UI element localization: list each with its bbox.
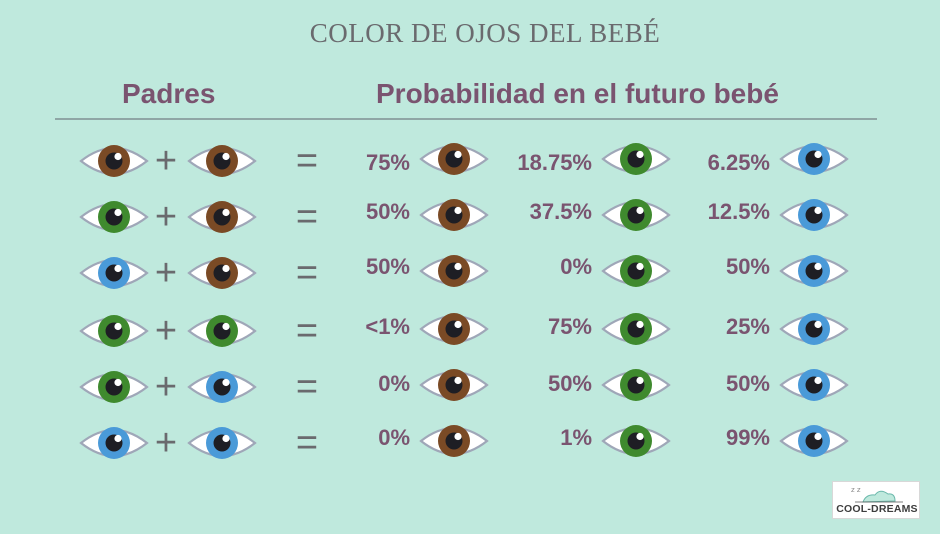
green-probability: 0% [560, 254, 592, 279]
logo-text: COOL-DREAMS [836, 503, 918, 515]
svg-text:z z: z z [851, 486, 861, 494]
green-probability: 1% [560, 425, 592, 450]
table-row: + = 0% 50% 50% [0, 365, 940, 421]
equals-sign: = [295, 366, 319, 408]
header-divider [55, 118, 877, 120]
equals-sign: = [295, 196, 319, 238]
brown-probability: 0% [378, 371, 410, 396]
green-probability: 18.75% [517, 150, 592, 175]
table-row: + = 0% 1% 99% [0, 421, 940, 477]
brown-eye-icon [418, 363, 490, 407]
blue-eye-icon [778, 419, 850, 463]
blue-probability: 12.5% [707, 199, 770, 224]
brown-probability: 75% [365, 150, 410, 175]
green-probability: 37.5% [529, 199, 592, 224]
plus-sign: + [154, 196, 178, 238]
brown-eye-icon [418, 137, 490, 181]
equals-sign: = [295, 422, 319, 464]
plus-sign: + [154, 140, 178, 182]
blue-eye-icon [778, 363, 850, 407]
brown-probability: 0% [378, 425, 410, 450]
equals-sign: = [295, 310, 319, 352]
blue-probability: 50% [725, 254, 770, 279]
brown-eye-icon [418, 249, 490, 293]
green-eye-icon [78, 365, 150, 409]
green-probability: 75% [547, 314, 592, 339]
brown-eye-icon [78, 139, 150, 183]
blue-eye-icon [186, 365, 258, 409]
equals-sign: = [295, 252, 319, 294]
blue-eye-icon [778, 193, 850, 237]
green-eye-icon [78, 309, 150, 353]
green-probability: 50% [547, 371, 592, 396]
cloud-icon: z z [851, 486, 903, 503]
cool-dreams-logo: z z COOL-DREAMS [832, 481, 920, 519]
plus-sign: + [154, 422, 178, 464]
blue-eye-icon [186, 421, 258, 465]
brown-probability: <1% [365, 314, 410, 339]
green-eye-icon [186, 309, 258, 353]
green-eye-icon [600, 419, 672, 463]
brown-probability: 50% [365, 199, 410, 224]
brown-eye-icon [418, 193, 490, 237]
table-row: + = <1% 75% 25% [0, 309, 940, 365]
brown-eye-icon [186, 139, 258, 183]
green-eye-icon [600, 249, 672, 293]
plus-sign: + [154, 252, 178, 294]
green-eye-icon [600, 363, 672, 407]
blue-eye-icon [778, 307, 850, 351]
blue-eye-icon [78, 421, 150, 465]
brown-eye-icon [418, 419, 490, 463]
brown-eye-icon [418, 307, 490, 351]
green-eye-icon [600, 137, 672, 181]
blue-eye-icon [78, 251, 150, 295]
green-eye-icon [78, 195, 150, 239]
equals-sign: = [295, 140, 319, 182]
green-eye-icon [600, 307, 672, 351]
blue-probability: 99% [725, 425, 770, 450]
plus-sign: + [154, 310, 178, 352]
blue-eye-icon [778, 249, 850, 293]
blue-probability: 50% [725, 371, 770, 396]
plus-sign: + [154, 366, 178, 408]
page-title: COLOR DE OJOS DEL BEBÉ [309, 18, 661, 48]
parents-header: Padres [122, 78, 216, 109]
brown-probability: 50% [365, 254, 410, 279]
table-row: + = 75% 18.75% 6.25% [0, 139, 940, 195]
blue-probability: 25% [725, 314, 770, 339]
blue-probability: 6.25% [707, 150, 770, 175]
green-eye-icon [600, 193, 672, 237]
table-row: + = 50% 0% 50% [0, 251, 940, 307]
brown-eye-icon [186, 251, 258, 295]
table-row: + = 50% 37.5% 12.5% [0, 195, 940, 251]
probability-header: Probabilidad en el futuro bebé [376, 78, 779, 109]
brown-eye-icon [186, 195, 258, 239]
blue-eye-icon [778, 137, 850, 181]
